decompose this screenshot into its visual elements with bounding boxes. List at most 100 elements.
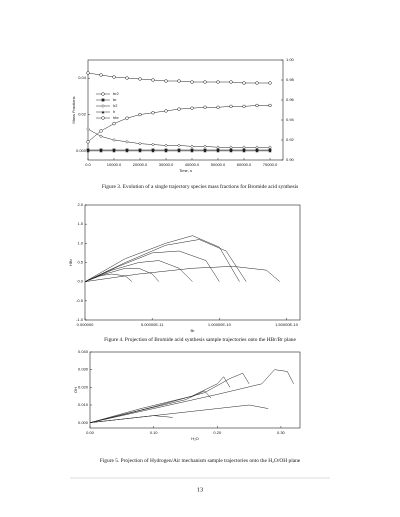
x-tick-label: 60000.0 (237, 162, 252, 167)
data-point (268, 149, 272, 153)
data-point (151, 78, 155, 82)
series-line (89, 372, 250, 423)
data-point (190, 106, 194, 110)
data-point (164, 79, 168, 83)
y-tick-label: 0.5 (77, 260, 83, 265)
x-tick-label: 1.50000E-10 (275, 322, 299, 327)
data-point (99, 149, 103, 153)
x-tick-label: 5.00000E-11 (141, 322, 164, 327)
data-point (203, 80, 207, 84)
data-point (255, 145, 259, 150)
data-point (177, 143, 181, 148)
y-tick-label: 0.020 (78, 384, 89, 389)
data-point (242, 81, 246, 85)
x-tick-label: 10000.0 (107, 162, 122, 167)
data-point (112, 149, 116, 153)
data-point (190, 149, 194, 153)
y2-tick-label: 1.00 (286, 57, 295, 62)
legend-marker (101, 104, 105, 108)
series-line (84, 273, 133, 282)
x-tick-label: 0.10 (150, 430, 159, 435)
data-point (125, 140, 129, 144)
x-tick-label: 40000.0 (185, 162, 200, 167)
legend-marker (101, 92, 105, 96)
data-point (229, 145, 233, 150)
data-point (138, 77, 142, 81)
series-line (89, 376, 231, 423)
data-point (242, 104, 246, 109)
x-axis-label: Br (191, 328, 196, 333)
y2-tick-label: 0.90 (286, 157, 295, 162)
data-point (190, 144, 194, 149)
figure-caption: Figure 4. Projection of Bromide acid syn… (104, 336, 296, 343)
x-tick-label: 20000.0 (133, 162, 148, 167)
data-point (216, 145, 220, 150)
data-point (151, 149, 155, 153)
legend-label: br (113, 97, 117, 102)
data-point (86, 127, 90, 131)
data-point (86, 71, 90, 75)
data-point (229, 149, 233, 153)
x-axis-label: Time, s (179, 168, 192, 173)
data-point (216, 80, 220, 84)
data-point (125, 149, 129, 153)
series-line (84, 260, 193, 282)
series-line (89, 390, 212, 423)
y-tick-label: 1.5 (77, 221, 83, 226)
y2-tick-label: 0.96 (286, 97, 295, 102)
legend-label: h2 (113, 103, 118, 108)
data-point (268, 103, 272, 108)
figure-caption: Figure 3. Evolution of a single trajecto… (102, 183, 298, 190)
data-point (99, 134, 103, 139)
y-tick-label: 0.0 (77, 279, 83, 284)
y-tick-label: 2.0 (77, 202, 83, 207)
y-tick-label: 0.030 (78, 367, 89, 372)
figure-caption: Figure 5. Projection of Hydrogen/Air mec… (100, 457, 301, 464)
series-line (84, 250, 220, 282)
x-tick-label: 0.30 (277, 430, 286, 435)
data-point (99, 129, 103, 133)
x-tick-label: 0.20 (213, 430, 222, 435)
legend-label: br2 (113, 91, 120, 96)
x-tick-label: 30000.0 (159, 162, 174, 167)
data-point (86, 149, 90, 153)
page-number: 13 (197, 486, 204, 493)
data-point (86, 140, 90, 144)
data-point (255, 103, 259, 108)
data-point (216, 105, 220, 109)
legend-marker (101, 116, 105, 120)
data-point (164, 143, 168, 148)
y-axis-label: Mass Fractions (71, 96, 76, 123)
data-point (151, 142, 155, 147)
series-line (84, 239, 247, 282)
data-point (190, 80, 194, 84)
data-point (112, 121, 116, 126)
data-point (125, 76, 129, 80)
data-point (112, 138, 116, 142)
data-point (138, 149, 142, 153)
data-point (242, 149, 246, 153)
y-tick-label: 0.010 (78, 402, 89, 407)
y-tick-label: 0.000 (76, 148, 87, 153)
data-point (203, 105, 207, 109)
data-point (112, 75, 116, 79)
x-axis-label: H₂O (191, 436, 199, 441)
data-point (268, 145, 272, 150)
data-point (229, 104, 233, 109)
data-point (255, 81, 259, 85)
data-point (99, 73, 103, 77)
legend-label: h (113, 109, 115, 114)
data-point (229, 80, 233, 84)
legend-marker (101, 110, 105, 114)
plot-frame (87, 59, 284, 161)
x-tick-label: 0.00 (86, 430, 95, 435)
y-tick-label: 0.04 (78, 75, 87, 80)
data-point (177, 79, 181, 83)
data-point (164, 149, 168, 153)
data-point (203, 144, 207, 149)
data-point (216, 149, 220, 153)
x-tick-label: 0.0 (85, 162, 91, 167)
legend-marker (101, 98, 105, 102)
